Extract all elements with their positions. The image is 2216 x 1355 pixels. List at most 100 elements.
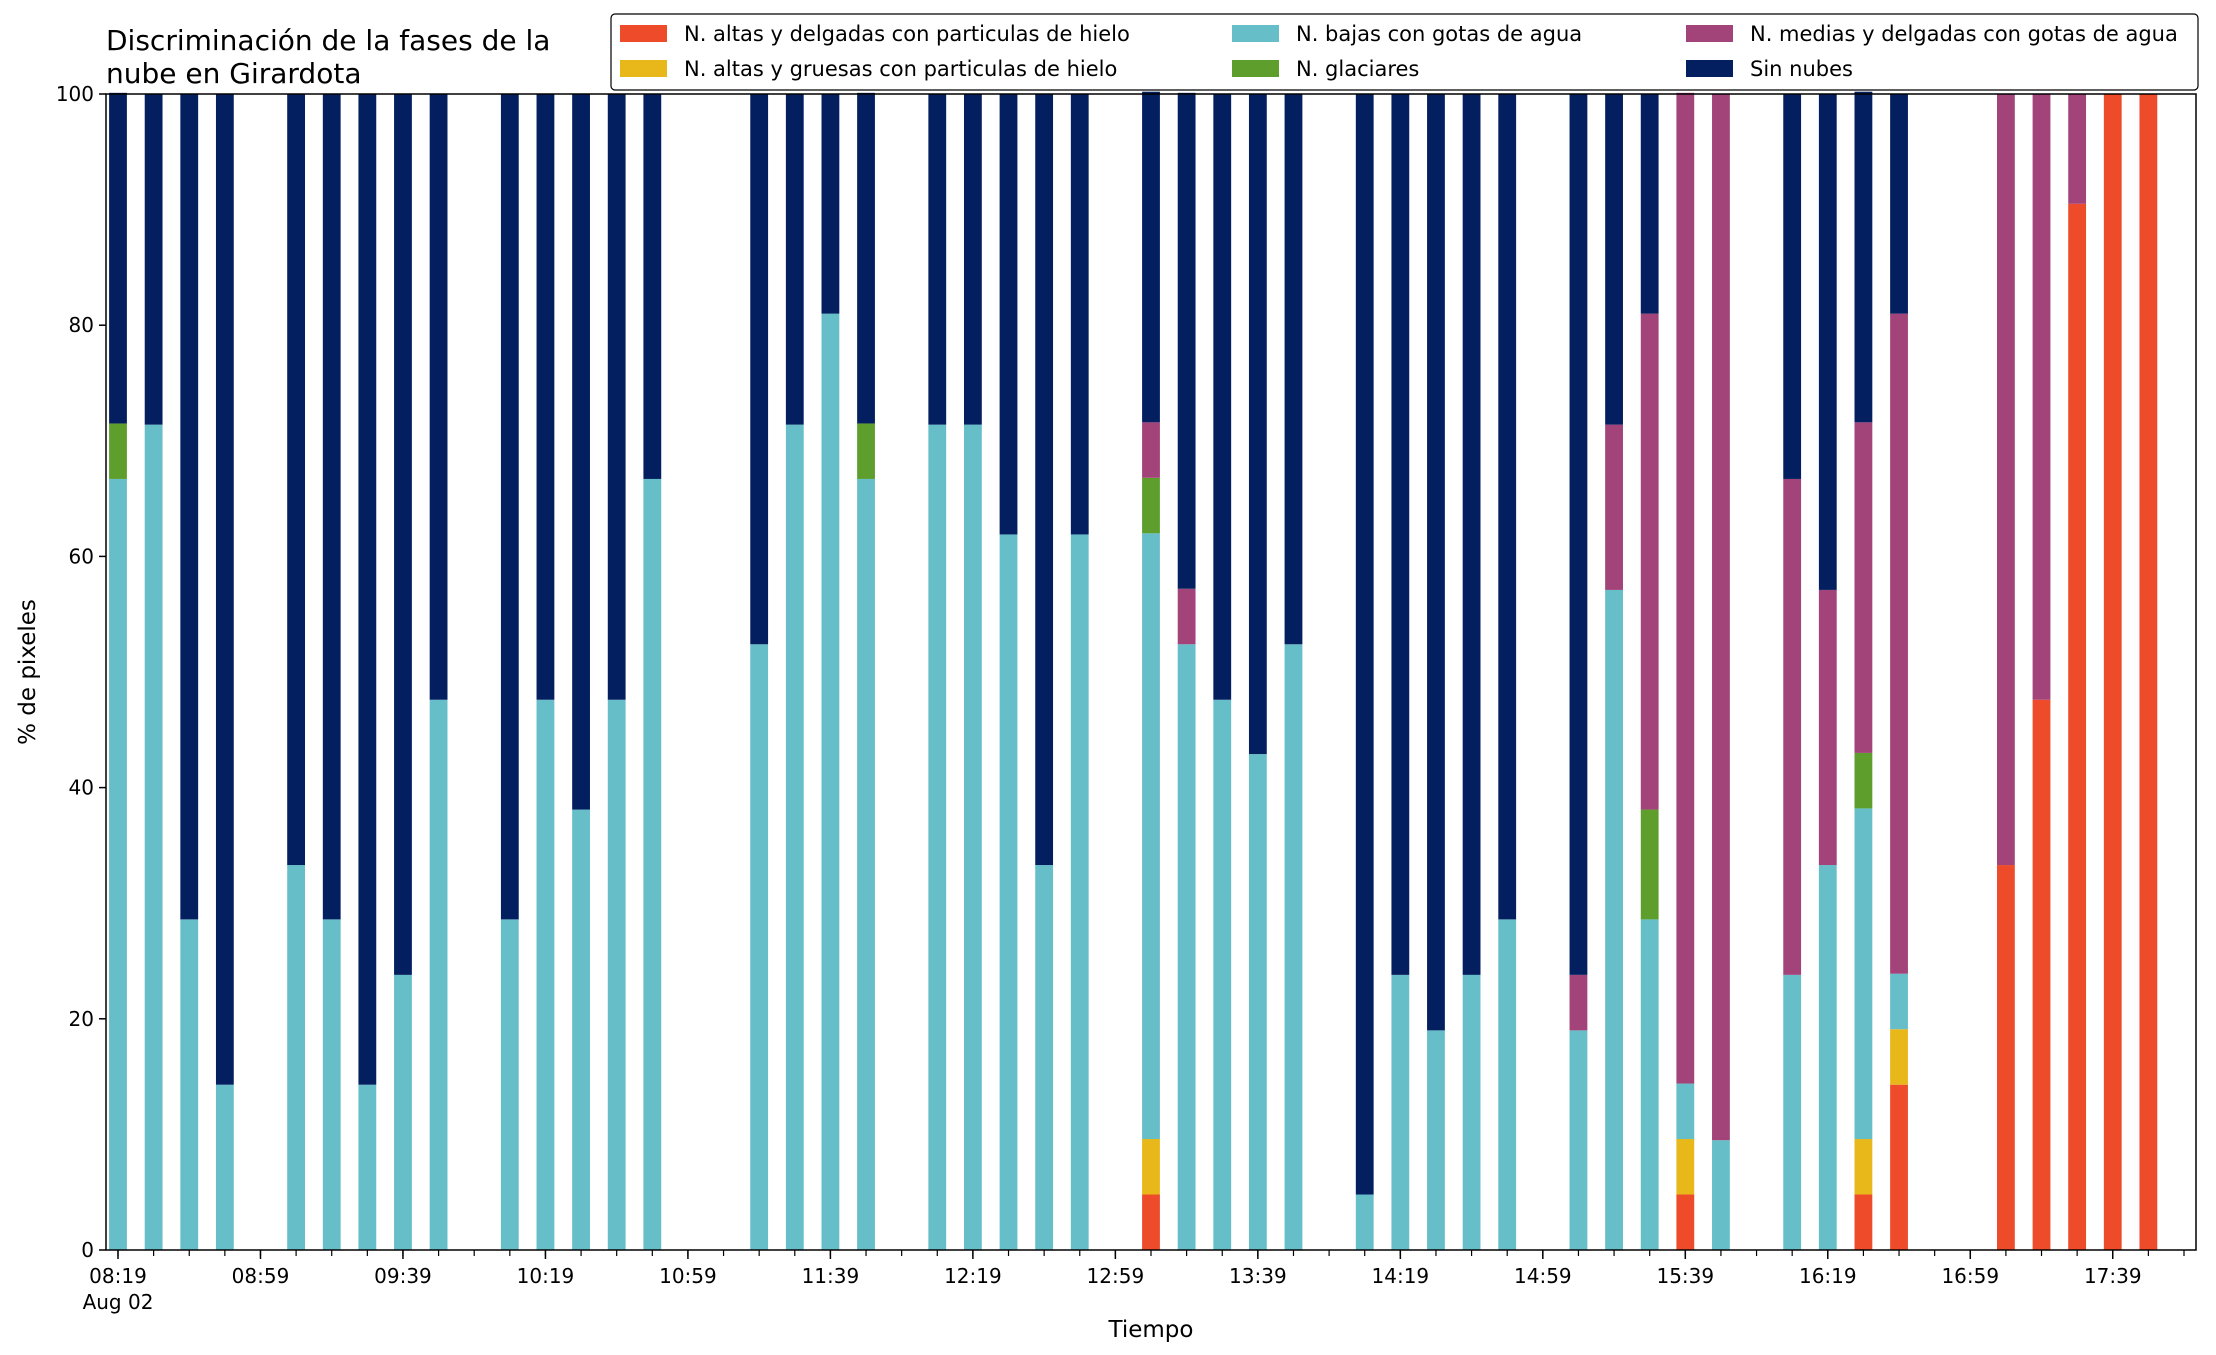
- x-tick-label: 14:59: [1514, 1264, 1572, 1288]
- bar-segment-series-5-1039: [607, 94, 626, 700]
- bar-segment-series-4-1509: [1569, 974, 1588, 1031]
- bar-segment-series-2-1639: [1890, 973, 1908, 1030]
- bar-segment-series-2-1029: [572, 809, 590, 1250]
- bar-segment-series-5-0819: [109, 92, 127, 424]
- bar-segment-series-2-1349: [1284, 644, 1303, 1250]
- chart-title-line-1: Discriminación de la fases de la: [106, 24, 550, 57]
- bar-segment-series-2-1609: [1783, 974, 1802, 1250]
- x-tick-label: 12:59: [1087, 1264, 1145, 1288]
- x-tick-label: 08:59: [232, 1264, 290, 1288]
- bar-segment-series-5-1329: [1213, 94, 1232, 700]
- x-tick-label: 12:19: [944, 1264, 1002, 1288]
- bar-segment-series-1-1629: [1854, 1139, 1873, 1195]
- bar-segment-series-5-0949: [429, 94, 448, 700]
- bar-segment-series-2-1309: [1142, 533, 1160, 1140]
- bar-segment-series-5-1049: [643, 94, 662, 479]
- y-tick-label: 20: [69, 1007, 94, 1031]
- legend-label: N. altas y delgadas con particulas de hi…: [684, 22, 1130, 46]
- bar-segment-series-3-1149: [857, 423, 875, 479]
- bar-segment-series-1-1309: [1142, 1139, 1160, 1195]
- bar-segment-series-2-0929: [358, 1084, 377, 1250]
- bar-segment-series-2-1509: [1569, 1030, 1588, 1250]
- x-tick-label: 10:59: [659, 1264, 717, 1288]
- legend: N. altas y delgadas con particulas de hi…: [610, 13, 2199, 91]
- legend-swatch: [1686, 60, 1733, 77]
- bar-segment-series-5-1129: [785, 94, 804, 425]
- bar-segment-series-5-1249: [1070, 94, 1089, 535]
- bar-segment-series-3-1629: [1854, 752, 1873, 809]
- bar-segment-series-5-1519: [1605, 94, 1623, 425]
- bar-segment-series-2-1209: [928, 424, 947, 1250]
- bar-segment-series-5-0919: [322, 94, 341, 920]
- bar-segment-series-5-1619: [1818, 94, 1837, 590]
- x-tick-label: 13:39: [1229, 1264, 1287, 1288]
- bar-segment-series-2-1629: [1854, 808, 1873, 1140]
- bar-segment-series-2-1039: [607, 699, 626, 1250]
- bar-segment-series-4-1619: [1818, 589, 1837, 866]
- bar-segment-series-2-1149: [857, 478, 875, 1250]
- x-tick-label: 11:39: [802, 1264, 860, 1288]
- bar-segment-series-2-1239: [1035, 865, 1054, 1250]
- legend-label: Sin nubes: [1750, 57, 1853, 81]
- chart-title-line-2: nube en Girardota: [106, 57, 361, 90]
- bar-segment-series-0-1739: [2103, 94, 2122, 1250]
- bar-segment-series-2-0849: [215, 1084, 234, 1250]
- bar-segment-series-2-1619: [1818, 865, 1837, 1250]
- x-tick-label: 17:39: [2084, 1264, 2142, 1288]
- bar-segment-series-4-1319: [1177, 588, 1196, 645]
- bar-segment-series-2-1319: [1177, 644, 1196, 1250]
- bar-segment-series-5-0829: [144, 94, 163, 425]
- x-tick-label: 14:19: [1372, 1264, 1430, 1288]
- bar-segment-series-5-0909: [287, 94, 306, 866]
- bar-segment-series-5-0939: [394, 94, 412, 975]
- bar-segment-series-1-1539: [1676, 1139, 1695, 1195]
- legend-label: N. glaciares: [1296, 57, 1419, 81]
- bar-segment-series-4-1519: [1605, 424, 1623, 590]
- bar-segment-series-2-1019: [536, 699, 555, 1250]
- bar-segment-series-2-1419: [1391, 974, 1410, 1250]
- bar-segment-series-5-1429: [1427, 94, 1445, 1031]
- bar-segment-series-5-1439: [1462, 94, 1481, 975]
- bar-segment-series-2-1339: [1248, 754, 1267, 1250]
- bar-segment-series-4-1709: [1996, 94, 2015, 866]
- y-tick-label: 40: [69, 776, 94, 800]
- bar-segment-series-2-0839: [180, 919, 199, 1250]
- bar-segment-series-5-1319: [1177, 92, 1196, 589]
- bar-segment-series-5-1139: [821, 94, 840, 314]
- x-tick-label: 16:59: [1941, 1264, 1999, 1288]
- bar-segment-series-3-1529: [1640, 809, 1659, 920]
- bar-segment-series-5-0849: [215, 94, 234, 1085]
- y-tick-label: 0: [81, 1238, 94, 1262]
- bar-segment-series-5-1019: [536, 94, 555, 700]
- bar-segment-series-5-1449: [1498, 94, 1517, 920]
- bar-segment-series-5-1639: [1890, 94, 1908, 314]
- bar-segment-series-5-1229: [999, 94, 1018, 535]
- legend-swatch: [620, 25, 667, 42]
- bar-segment-series-5-1219: [963, 94, 982, 425]
- legend-label: N. medias y delgadas con gotas de agua: [1750, 22, 2178, 46]
- bar-segment-series-1-1639: [1890, 1029, 1908, 1085]
- legend-swatch: [1232, 25, 1279, 42]
- bar-segment-series-5-1119: [750, 94, 769, 645]
- bar-segment-series-2-1449: [1498, 919, 1517, 1250]
- x-tick-label: 09:39: [374, 1264, 432, 1288]
- bar-segment-series-2-1049: [643, 478, 662, 1250]
- legend-label: N. altas y gruesas con particulas de hie…: [684, 57, 1117, 81]
- x-axis-label: Tiempo: [1108, 1317, 1194, 1343]
- bar-segment-series-4-1729: [2068, 94, 2087, 204]
- bar-segment-series-2-1139: [821, 313, 840, 1250]
- bar-segment-series-5-0839: [180, 94, 199, 920]
- bar-segment-series-0-1309: [1142, 1194, 1160, 1250]
- bar-segment-series-2-0919: [322, 919, 341, 1250]
- bar-segment-series-4-1719: [2032, 94, 2051, 700]
- legend-swatch: [620, 60, 667, 77]
- bar-segment-series-2-0939: [394, 974, 412, 1250]
- legend-swatch: [1232, 60, 1279, 77]
- bar-segment-series-5-1509: [1569, 94, 1588, 975]
- bars-layer: [109, 91, 2158, 1250]
- bar-segment-series-2-1129: [785, 424, 804, 1250]
- bar-segment-series-4-1639: [1890, 313, 1908, 974]
- x-tick-label: 08:19: [89, 1264, 147, 1288]
- x-tick-label: 10:19: [517, 1264, 575, 1288]
